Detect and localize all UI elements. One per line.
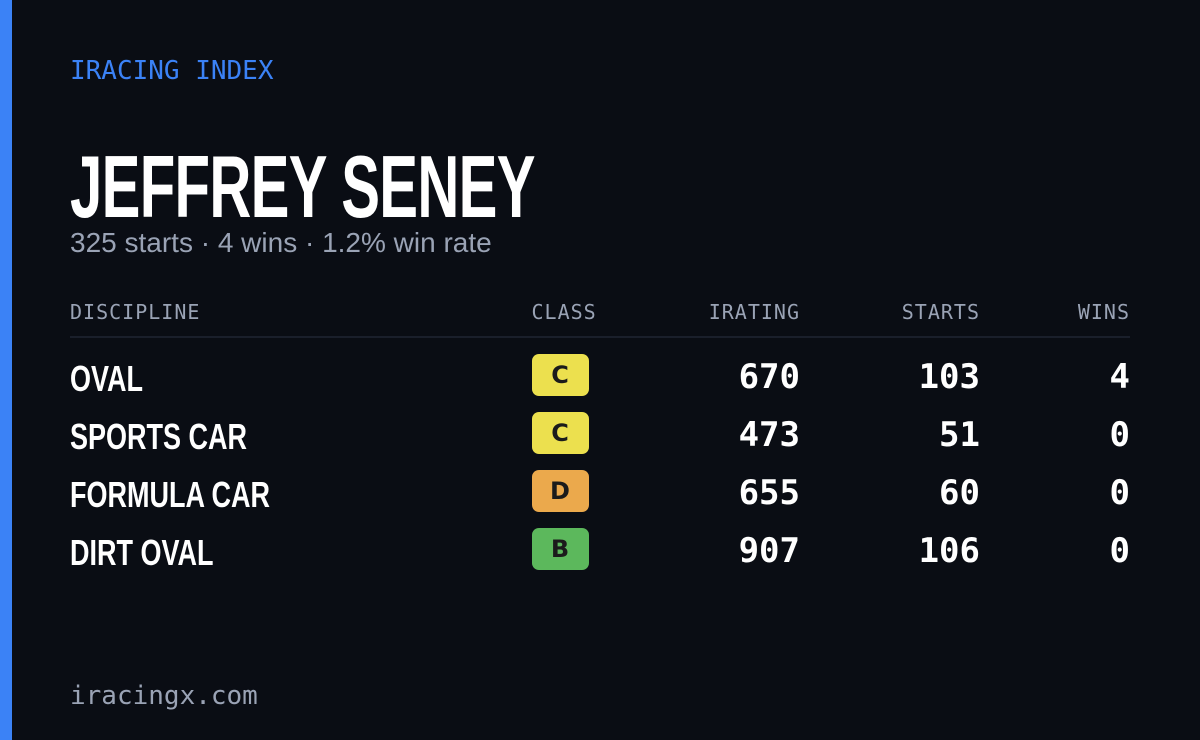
header-rule [70, 336, 1130, 338]
discipline: SPORTS CAR [70, 416, 248, 457]
driver-name: JEFFREY SENEY [70, 137, 535, 236]
footer: iracingx.com [70, 681, 258, 711]
wins: 0 [1109, 415, 1130, 455]
column-header: DISCIPLINE [70, 300, 201, 324]
wins: 0 [1109, 531, 1130, 571]
class-badge: D [531, 470, 589, 512]
irating: 655 [738, 473, 800, 513]
column-header: STARTS [901, 300, 980, 324]
class-badge: C [531, 412, 589, 454]
irating: 473 [738, 415, 800, 455]
discipline: FORMULA CAR [70, 474, 270, 515]
class-badge: B [531, 528, 589, 570]
starts: 51 [939, 415, 980, 455]
accent-bar [0, 0, 12, 740]
discipline: DIRT OVAL [70, 532, 214, 573]
eyebrow: IRACING INDEX [70, 56, 274, 86]
starts: 106 [918, 531, 980, 571]
discipline: OVAL [70, 358, 144, 399]
irating: 907 [738, 531, 800, 571]
starts: 103 [918, 357, 980, 397]
irating: 670 [738, 357, 800, 397]
starts: 60 [939, 473, 980, 513]
class-badge: C [531, 354, 589, 396]
column-header: WINS [1077, 300, 1130, 324]
wins: 0 [1109, 473, 1130, 513]
wins: 4 [1109, 357, 1130, 397]
summary: 325 starts · 4 wins · 1.2% win rate [70, 227, 492, 258]
column-header: CLASS [531, 300, 597, 324]
column-header: IRATING [708, 300, 800, 324]
